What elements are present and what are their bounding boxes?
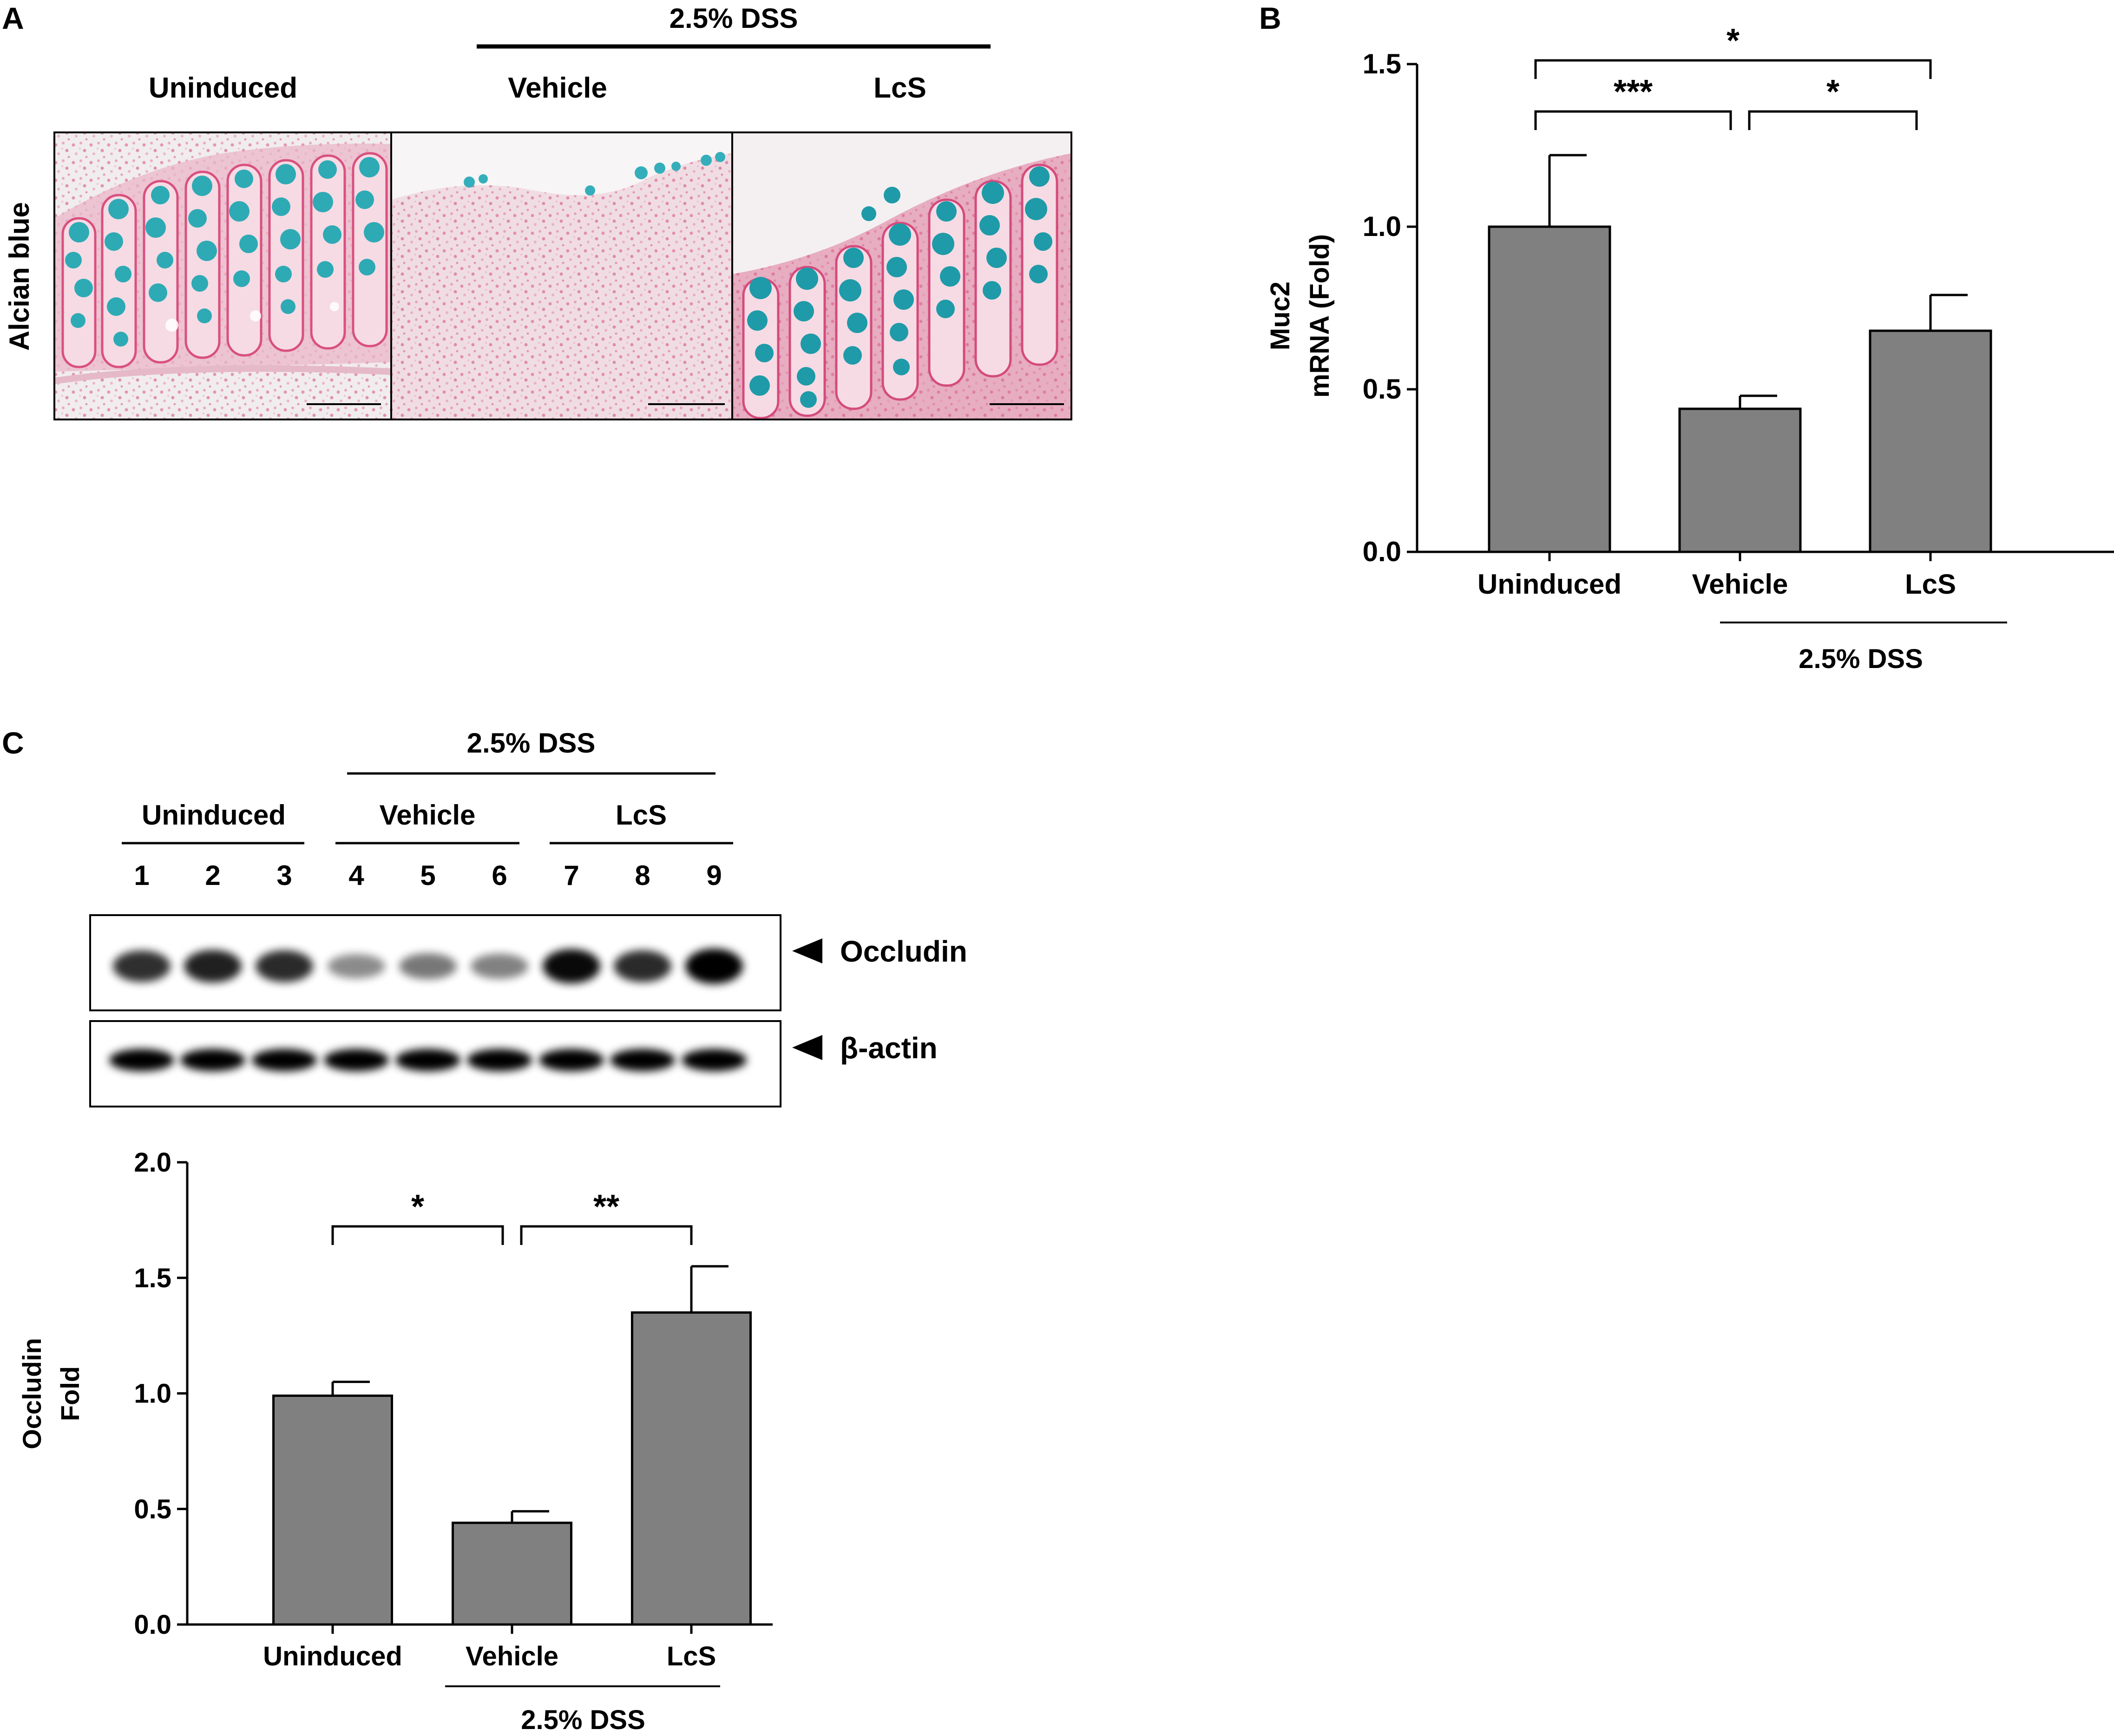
occludin-band: [184, 950, 242, 983]
y-tick-label: 2.0: [134, 1147, 171, 1178]
histology-image-lcs: [732, 132, 1071, 419]
significance-bracket: [1748, 110, 1918, 130]
beta-actin-band: [610, 1049, 675, 1071]
significance-label: **: [593, 1188, 619, 1225]
lane-number: 9: [706, 860, 722, 891]
blot-group-label-1: Uninduced: [142, 799, 286, 831]
significance-label: *: [1826, 73, 1839, 111]
panel-c-dss-label: 2.5% DSS: [467, 727, 596, 759]
lane-number: 8: [635, 860, 650, 891]
significance-bracket: [1534, 59, 1932, 79]
beta-actin-band: [109, 1049, 174, 1071]
panel-a-col-label-3: LcS: [873, 72, 926, 104]
y-tick-label: 0.0: [134, 1610, 171, 1640]
occludin-arrow-icon: [792, 938, 822, 963]
lane-number: 4: [348, 860, 364, 891]
bar: [1678, 407, 1802, 553]
beta-actin-band: [395, 1049, 460, 1071]
y-tick-label: 1.0: [1363, 211, 1401, 242]
lane-numbers: 1 2 3 4 5 6 7 8 9: [134, 860, 722, 891]
significance-bracket: [331, 1225, 504, 1245]
lane-number: 1: [134, 860, 149, 891]
bar: [452, 1521, 572, 1626]
histology-frame: [53, 131, 1072, 420]
occludin-band: [471, 953, 528, 979]
occludin-band: [113, 950, 171, 983]
occludin-band: [328, 954, 385, 979]
panel-b-letter: B: [1259, 1, 1281, 35]
bar: [272, 1394, 393, 1626]
beta-actin-band: [539, 1049, 604, 1071]
beta-actin-bands: [109, 1049, 747, 1071]
beta-actin-band: [324, 1049, 389, 1071]
panel-a-col-label-1: Uninduced: [149, 72, 297, 104]
lane-number: 6: [492, 860, 507, 891]
occludin-band: [614, 950, 671, 983]
chart-c-ylabel-line2: Fold: [55, 1366, 85, 1421]
y-tick-label: 0.5: [134, 1494, 171, 1524]
bar: [1869, 329, 1992, 553]
panel-a-row-label: Alcian blue: [4, 202, 35, 351]
y-tick-label: 1.0: [134, 1379, 171, 1409]
histology-image-vehicle: [391, 132, 732, 419]
blot-group-label-3: LcS: [616, 799, 667, 831]
panel-a-letter: A: [2, 1, 24, 35]
occludin-band: [543, 949, 600, 984]
bar: [1488, 225, 1611, 553]
blot-label-beta-actin: β-actin: [840, 1031, 938, 1065]
x-tick-label: LcS: [667, 1641, 716, 1671]
x-tick-label: Vehicle: [1692, 569, 1788, 600]
significance-label: *: [1727, 22, 1740, 59]
lane-number: 2: [205, 860, 220, 891]
beta-actin-band: [252, 1049, 317, 1071]
significance-label: *: [411, 1188, 424, 1225]
lane-number: 7: [564, 860, 579, 891]
blot-group-label-2: Vehicle: [380, 799, 476, 831]
x-tick-label: Uninduced: [1477, 569, 1622, 600]
chart-b-ylabel-line1: Muc2: [1265, 282, 1295, 350]
y-tick-label: 0.0: [1363, 536, 1401, 567]
significance-label: ***: [1614, 73, 1653, 111]
panel-c-letter: C: [2, 726, 24, 760]
beta-actin-arrow-icon: [792, 1035, 822, 1060]
beta-actin-band: [180, 1049, 245, 1071]
histology-image-uninduced: [54, 132, 391, 419]
panel-a-dss-label: 2.5% DSS: [670, 3, 798, 34]
x-tick-label: Vehicle: [466, 1641, 558, 1671]
beta-actin-band: [467, 1049, 532, 1071]
chart-c-ylabel-line1: Occludin: [17, 1338, 46, 1449]
beta-actin-band: [682, 1049, 747, 1071]
lane-number: 3: [276, 860, 292, 891]
chart-b-ylabel-line2: mRNA (Fold): [1305, 234, 1335, 398]
chart-b-group-label: 2.5% DSS: [1799, 644, 1923, 674]
chart-c-group-label: 2.5% DSS: [521, 1705, 645, 1735]
y-tick-label: 1.5: [134, 1263, 171, 1293]
significance-bracket: [1534, 110, 1732, 130]
occludin-bands: [113, 949, 743, 984]
y-tick-label: 1.5: [1363, 48, 1401, 79]
y-tick-label: 0.5: [1363, 373, 1401, 405]
occludin-band: [256, 950, 313, 983]
blot-label-occludin: Occludin: [840, 935, 967, 968]
x-tick-label: LcS: [1905, 569, 1956, 600]
panel-a-col-label-2: Vehicle: [508, 72, 607, 104]
significance-bracket: [520, 1225, 693, 1245]
occludin-band: [399, 953, 457, 980]
x-tick-label: Uninduced: [263, 1641, 402, 1671]
occludin-band: [685, 949, 743, 984]
lane-number: 5: [420, 860, 435, 891]
bar: [631, 1311, 752, 1626]
